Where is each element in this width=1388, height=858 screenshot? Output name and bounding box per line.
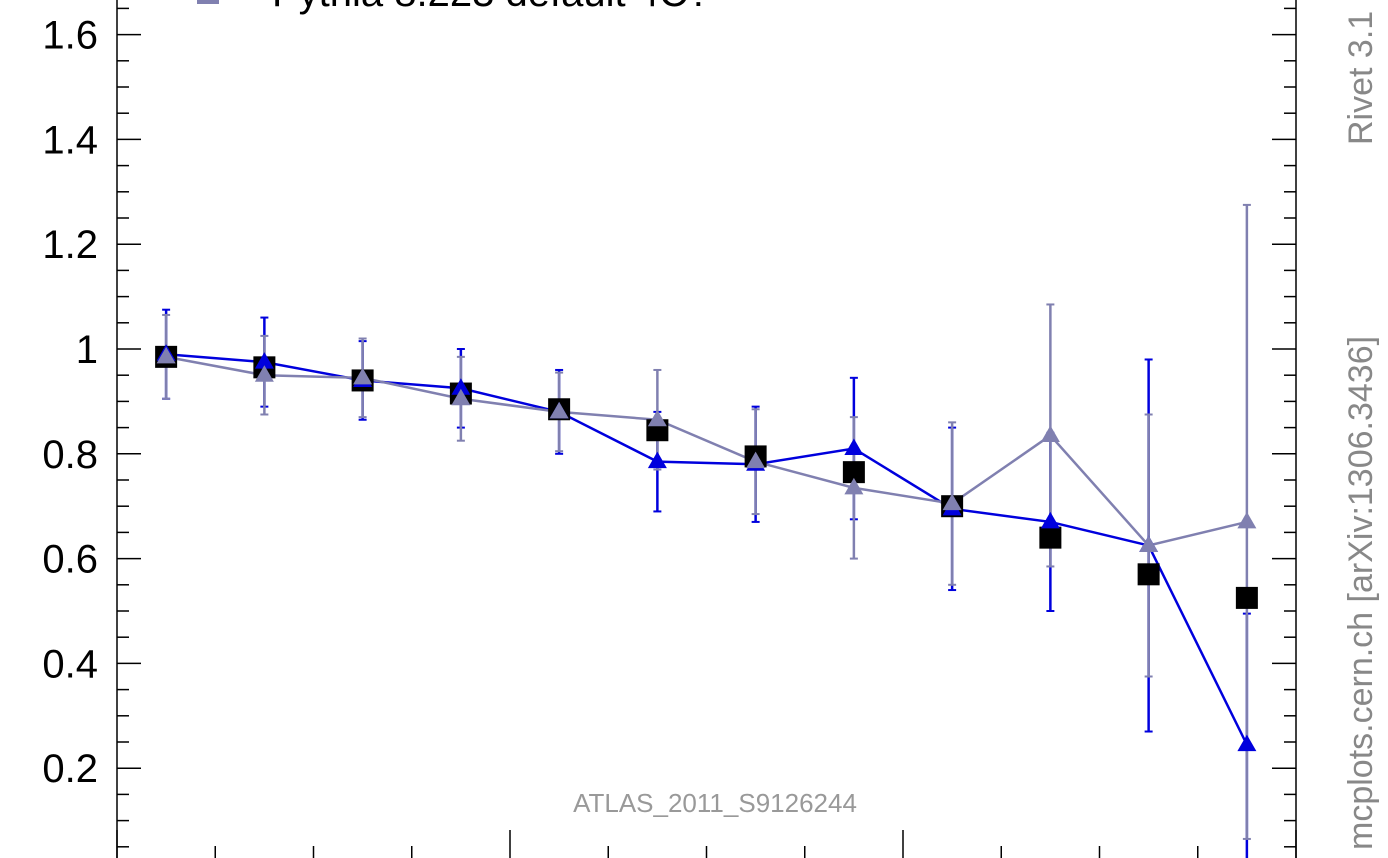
y-tick-label: 1 [76, 328, 98, 372]
mc-point [254, 352, 274, 369]
mc-point [844, 477, 864, 495]
analysis-label: ATLAS_2011_S9126244 [573, 788, 857, 818]
y-tick-label: 0.4 [42, 642, 98, 686]
legend: Pythia 8.223 default 4C? [197, 0, 710, 15]
mc-markers-2 [156, 346, 1257, 552]
y-tick-labels: 0.2 0.4 0.6 0.8 1 1.2 1.4 1.6 [42, 14, 98, 792]
y-tick-label: 0.8 [42, 433, 98, 477]
mc-point [1139, 535, 1159, 552]
mc-series-1 [162, 308, 1251, 858]
y-tick-label: 1.4 [42, 118, 98, 162]
y-tick-label: 0.6 [42, 538, 98, 582]
plot-frame [116, 0, 1297, 858]
mc-point [1237, 511, 1257, 529]
legend-marker-triangle-icon [197, 0, 219, 4]
mc-point [647, 451, 667, 469]
plot-border [116, 0, 1297, 858]
mc-point [156, 346, 176, 364]
mc-markers-1 [156, 344, 1257, 752]
data-series [155, 203, 1258, 858]
y-tick-label: 0.2 [42, 747, 98, 791]
y-tick-label: 1.2 [42, 223, 98, 267]
mc-point [844, 438, 864, 456]
mc-point [549, 401, 569, 419]
series-line [166, 352, 1248, 746]
data-point [1039, 526, 1062, 549]
legend-entry-label: Pythia 8.223 default 4C? [272, 0, 710, 15]
mc-point [1237, 734, 1257, 752]
mc-series-2 [162, 203, 1251, 840]
data-point [842, 461, 865, 484]
mc-point [451, 378, 471, 395]
series-line [165, 355, 1248, 547]
mc-point [1040, 511, 1060, 529]
data-point [1235, 586, 1258, 609]
mc-point [746, 451, 766, 469]
axis-ticks [116, 7, 1297, 858]
mc-point [451, 388, 471, 406]
mc-point [353, 367, 373, 385]
y-tick-label: 1.6 [42, 14, 98, 58]
data-series [155, 345, 1258, 609]
mc-point [254, 365, 274, 382]
mc-point [1040, 425, 1060, 442]
rivet-version-label: Rivet 3.1 [1342, 11, 1380, 145]
data-point [1137, 563, 1160, 586]
mc-point [647, 409, 667, 427]
mcplots-label: mcplots.cern.ch [arXiv:1306.3436] [1342, 336, 1380, 850]
mc-point [942, 493, 962, 511]
